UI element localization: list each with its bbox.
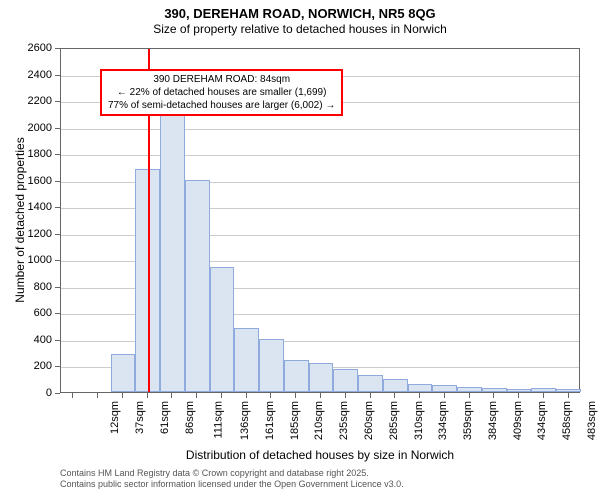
xtick-label: 310sqm: [413, 401, 425, 440]
xtick-mark: [122, 393, 123, 398]
xtick-mark: [518, 393, 519, 398]
xtick-label: 61sqm: [159, 401, 171, 434]
histogram-bar: [556, 389, 581, 392]
ytick-mark: [55, 207, 60, 208]
xtick-mark: [171, 393, 172, 398]
xtick-mark: [270, 393, 271, 398]
histogram-bar: [507, 389, 532, 392]
ytick-mark: [55, 234, 60, 235]
ytick-mark: [55, 101, 60, 102]
histogram-bar: [185, 180, 210, 392]
y-axis-label: Number of detached properties: [13, 130, 27, 310]
ytick-mark: [55, 181, 60, 182]
histogram-bar: [432, 385, 457, 392]
ytick-label: 0: [0, 387, 52, 399]
ytick-mark: [55, 128, 60, 129]
ytick-mark: [55, 48, 60, 49]
xtick-label: 235sqm: [338, 401, 350, 440]
gridline: [61, 129, 579, 130]
xtick-label: 136sqm: [239, 401, 251, 440]
xtick-label: 458sqm: [561, 401, 573, 440]
ytick-mark: [55, 313, 60, 314]
ytick-label: 2200: [0, 95, 52, 107]
plot-area: 390 DEREHAM ROAD: 84sqm← 22% of detached…: [60, 48, 580, 393]
ytick-mark: [55, 287, 60, 288]
xtick-mark: [345, 393, 346, 398]
title-line-2: Size of property relative to detached ho…: [0, 22, 600, 36]
xtick-label: 111sqm: [213, 401, 225, 439]
histogram-bar: [408, 384, 433, 392]
chart-footer: Contains HM Land Registry data © Crown c…: [60, 468, 404, 490]
xtick-mark: [295, 393, 296, 398]
histogram-bar: [111, 354, 136, 392]
histogram-bar: [531, 388, 556, 392]
xtick-mark: [469, 393, 470, 398]
annotation-line: ← 22% of detached houses are smaller (1,…: [108, 86, 335, 99]
histogram-bar: [210, 267, 235, 392]
xtick-label: 210sqm: [314, 401, 326, 440]
ytick-mark: [55, 75, 60, 76]
xtick-label: 409sqm: [512, 401, 524, 440]
xtick-mark: [246, 393, 247, 398]
footer-line-2: Contains public sector information licen…: [60, 479, 404, 490]
xtick-mark: [147, 393, 148, 398]
xtick-mark: [444, 393, 445, 398]
histogram-bar: [234, 328, 259, 392]
xtick-mark: [221, 393, 222, 398]
x-axis-label: Distribution of detached houses by size …: [60, 448, 580, 462]
annotation-line: 390 DEREHAM ROAD: 84sqm: [108, 73, 335, 86]
histogram-bar: [358, 375, 383, 392]
histogram-bar: [259, 339, 284, 392]
xtick-label: 86sqm: [184, 401, 196, 434]
xtick-mark: [370, 393, 371, 398]
histogram-bar: [333, 369, 358, 392]
ytick-mark: [55, 393, 60, 394]
annotation-line: 77% of semi-detached houses are larger (…: [108, 99, 335, 112]
xtick-label: 483sqm: [586, 401, 598, 440]
footer-line-1: Contains HM Land Registry data © Crown c…: [60, 468, 404, 479]
chart-container: 390, DEREHAM ROAD, NORWICH, NR5 8QG Size…: [0, 0, 600, 500]
histogram-bar: [482, 388, 507, 392]
ytick-mark: [55, 366, 60, 367]
ytick-label: 400: [0, 334, 52, 346]
ytick-label: 2400: [0, 69, 52, 81]
histogram-bar: [383, 379, 408, 392]
gridline: [61, 155, 579, 156]
chart-title: 390, DEREHAM ROAD, NORWICH, NR5 8QG Size…: [0, 0, 600, 36]
xtick-label: 334sqm: [437, 401, 449, 440]
xtick-label: 37sqm: [134, 401, 146, 434]
xtick-mark: [97, 393, 98, 398]
xtick-mark: [196, 393, 197, 398]
xtick-label: 260sqm: [363, 401, 375, 440]
xtick-mark: [72, 393, 73, 398]
ytick-label: 2600: [0, 42, 52, 54]
xtick-mark: [320, 393, 321, 398]
xtick-mark: [493, 393, 494, 398]
xtick-label: 434sqm: [536, 401, 548, 440]
xtick-mark: [394, 393, 395, 398]
ytick-mark: [55, 260, 60, 261]
title-line-1: 390, DEREHAM ROAD, NORWICH, NR5 8QG: [0, 6, 600, 22]
xtick-label: 185sqm: [289, 401, 301, 440]
histogram-bar: [457, 387, 482, 392]
ytick-mark: [55, 340, 60, 341]
histogram-bar: [309, 363, 334, 392]
ytick-mark: [55, 154, 60, 155]
ytick-label: 200: [0, 360, 52, 372]
xtick-mark: [543, 393, 544, 398]
histogram-bar: [160, 107, 185, 392]
xtick-mark: [568, 393, 569, 398]
xtick-label: 384sqm: [487, 401, 499, 440]
xtick-label: 12sqm: [109, 401, 121, 434]
xtick-label: 285sqm: [388, 401, 400, 440]
xtick-label: 359sqm: [462, 401, 474, 440]
histogram-bar: [284, 360, 309, 392]
xtick-label: 161sqm: [264, 401, 276, 440]
annotation-box: 390 DEREHAM ROAD: 84sqm← 22% of detached…: [100, 69, 343, 116]
xtick-mark: [419, 393, 420, 398]
